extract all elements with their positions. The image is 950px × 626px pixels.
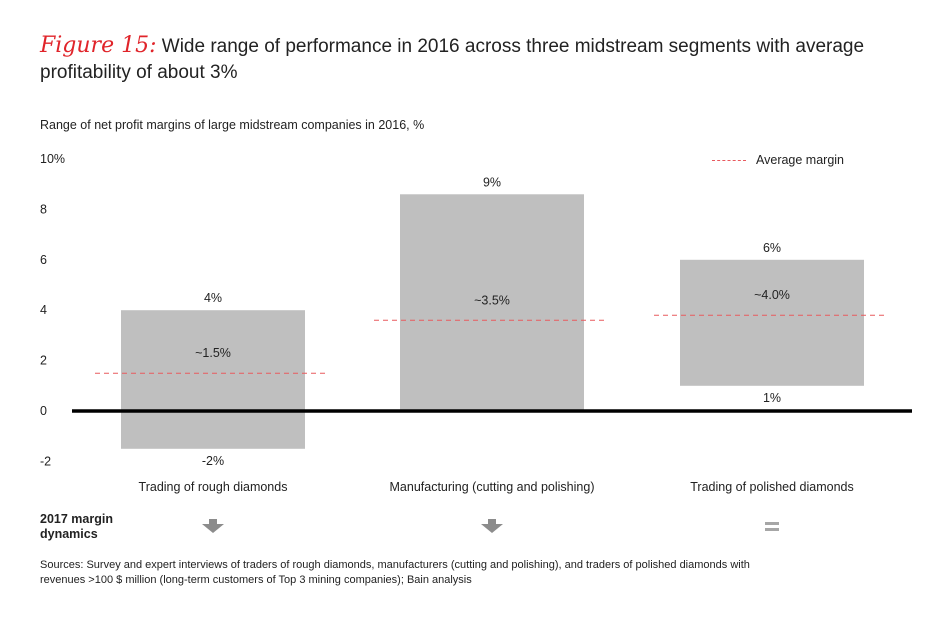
y-tick-label: 0 [40,404,47,418]
down-arrow-icon [202,519,224,533]
range-bar [680,259,864,386]
high-label: 9% [483,175,501,189]
y-tick-label: 10% [40,152,65,166]
arrow-shaft [209,519,217,525]
legend-label: Average margin [756,153,845,167]
arrow-head [202,524,224,533]
equals-bar-bottom [765,528,779,531]
high-label: 6% [763,241,781,255]
arrow-shaft [488,519,496,525]
low-label: -2% [202,454,224,468]
y-tick-label: 4 [40,303,47,317]
high-label: 4% [204,291,222,305]
sources-note: Sources: Survey and expert interviews of… [40,559,750,586]
equals-bar-top [765,522,779,525]
figure-label: Figure 15: [40,33,157,58]
equals-icon [765,522,779,531]
y-tick-label: 8 [40,202,47,216]
y-tick-label: 2 [40,354,47,368]
low-label: 1% [763,391,781,405]
legend-average-line [712,159,746,161]
category-label: Manufacturing (cutting and polishing) [390,480,595,494]
category-label: Trading of rough diamonds [139,480,288,494]
range-bar [121,310,305,449]
dynamics-label: 2017 margin dynamics [40,512,113,541]
category-label: Trading of polished diamonds [690,480,854,494]
average-label: ~3.5% [474,293,510,307]
legend: Average margin [712,153,844,167]
y-tick-label: 6 [40,253,47,267]
down-arrow-icon [481,519,503,533]
arrow-head [481,524,503,533]
chart-subtitle: Range of net profit margins of large mid… [40,118,425,132]
y-tick-label: -2 [40,454,51,468]
chart-title: Figure 15: Wide range of performance in … [40,33,930,86]
range-bar [400,194,584,411]
title-text: Wide range of performance in 2016 across… [40,36,865,83]
average-label: ~4.0% [754,288,790,302]
average-label: ~1.5% [195,346,231,360]
